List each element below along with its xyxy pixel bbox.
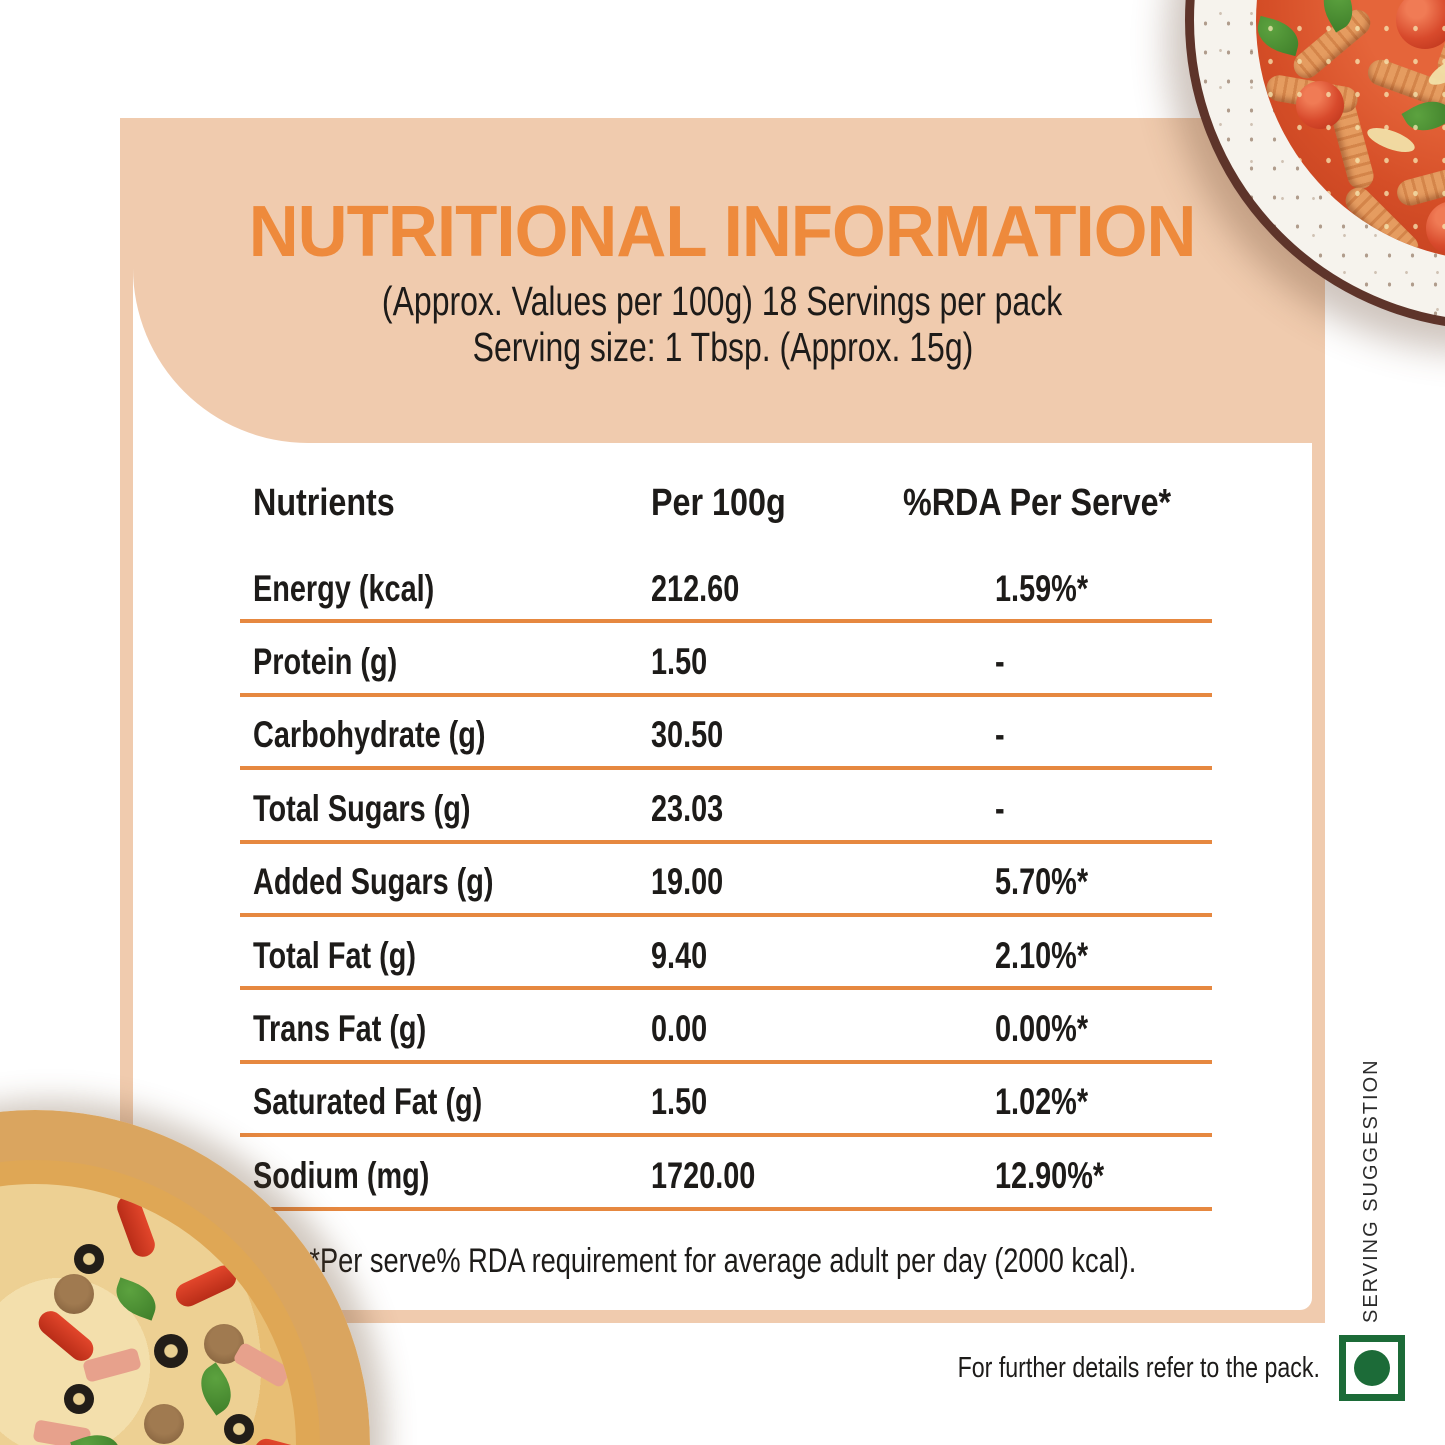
- page-title: NUTRITIONAL INFORMATION: [249, 192, 1197, 272]
- table-row: Energy (kcal) 212.60 1.59%*: [240, 550, 1212, 624]
- vegetarian-mark-dot: [1354, 1350, 1390, 1386]
- table-row: Saturated Fat (g) 1.50 1.02%*: [240, 1064, 1212, 1138]
- olive-topping: [64, 1384, 94, 1414]
- table-header-row: Nutrients Per 100g %RDA Per Serve*: [240, 474, 1212, 532]
- olive-topping: [224, 1414, 254, 1444]
- per-100g-value-cell: 30.50: [651, 714, 724, 756]
- penne-pasta-piece: [1288, 4, 1376, 84]
- table-row: Trans Fat (g) 0.00 0.00%*: [240, 990, 1212, 1064]
- red-pepper-topping: [33, 1306, 99, 1366]
- per-100g-value-cell: 1.50: [651, 641, 708, 683]
- basil-leaf: [307, 1380, 320, 1417]
- penne-pasta-piece: [1327, 96, 1377, 192]
- column-header-rda-per-serve: %RDA Per Serve*: [903, 481, 1172, 524]
- column-header-per-100g: Per 100g: [651, 481, 786, 524]
- nutrient-name-cell: Total Fat (g): [253, 934, 416, 976]
- nutrient-name-cell: Energy (kcal): [253, 567, 435, 609]
- basil-leaf: [1256, 15, 1304, 57]
- nutrition-table: Nutrients Per 100g %RDA Per Serve* Energ…: [240, 474, 1212, 1211]
- nutrient-name-cell: Trans Fat (g): [253, 1008, 427, 1050]
- olive-topping: [154, 1334, 188, 1368]
- cherry-tomato: [1296, 81, 1344, 129]
- rda-per-serve-value-cell: -: [995, 787, 1005, 829]
- rda-per-serve-value-cell: 2.10%*: [995, 934, 1089, 976]
- serving-info-line-1: (Approx. Values per 100g) 18 Servings pe…: [382, 278, 1063, 324]
- pack-details-note: For further details refer to the pack.: [957, 1352, 1320, 1384]
- table-row: Protein (g) 1.50 -: [240, 623, 1212, 697]
- cheese-shaving: [1424, 49, 1445, 91]
- red-pepper-topping: [251, 1436, 296, 1445]
- table-row: Total Sugars (g) 23.03 -: [240, 770, 1212, 844]
- rda-per-serve-value-cell: 5.70%*: [995, 861, 1089, 903]
- nutrient-name-cell: Total Sugars (g): [253, 787, 471, 829]
- nutrient-name-cell: Saturated Fat (g): [253, 1081, 483, 1123]
- penne-pasta-piece: [1264, 73, 1360, 115]
- nutrient-name-cell: Sodium (mg): [253, 1154, 430, 1196]
- vegetarian-mark-icon: [1339, 1335, 1405, 1401]
- per-100g-value-cell: 1.50: [651, 1081, 708, 1123]
- nutrient-name-cell: Added Sugars (g): [253, 861, 494, 903]
- nutrient-name-cell: Protein (g): [253, 641, 398, 683]
- rda-per-serve-value-cell: -: [995, 714, 1005, 756]
- rda-per-serve-value-cell: 0.00%*: [995, 1008, 1089, 1050]
- per-100g-value-cell: 23.03: [651, 787, 724, 829]
- basil-leaf: [1314, 0, 1362, 33]
- rda-per-serve-value-cell: 1.02%*: [995, 1081, 1089, 1123]
- table-body: Energy (kcal) 212.60 1.59%* Protein (g) …: [240, 550, 1212, 1211]
- basil-leaf: [110, 1277, 162, 1321]
- basil-leaf: [1343, 237, 1393, 261]
- serving-suggestion-label: SERVING SUGGESTION: [1360, 1058, 1382, 1323]
- per-100g-value-cell: 212.60: [651, 567, 740, 609]
- red-pepper-topping: [113, 1191, 159, 1261]
- serving-info-line-2: Serving size: 1 Tbsp. (Approx. 15g): [472, 324, 973, 370]
- mushroom-topping: [144, 1404, 184, 1444]
- rda-footnote: *Per serve% RDA requirement for average …: [308, 1242, 1136, 1280]
- rda-per-serve-value-cell: -: [995, 641, 1005, 683]
- red-pepper-topping: [171, 1261, 241, 1311]
- penne-pasta-piece: [1364, 56, 1445, 112]
- per-100g-value-cell: 1720.00: [651, 1154, 756, 1196]
- column-header-nutrients: Nutrients: [253, 481, 395, 524]
- mushroom-topping: [54, 1274, 94, 1314]
- cherry-tomato: [1396, 0, 1445, 49]
- nutrient-name-cell: Carbohydrate (g): [253, 714, 486, 756]
- rda-per-serve-value-cell: 1.59%*: [995, 567, 1089, 609]
- cheese-shaving: [1364, 122, 1418, 158]
- penne-pasta-piece: [1434, 0, 1445, 82]
- table-row: Carbohydrate (g) 30.50 -: [240, 697, 1212, 771]
- table-row: Sodium (mg) 1720.00 12.90%*: [240, 1137, 1212, 1211]
- olive-topping: [284, 1304, 296, 1332]
- per-100g-value-cell: 9.40: [651, 934, 708, 976]
- pasta-food: [1256, 0, 1445, 261]
- per-100g-value-cell: 19.00: [651, 861, 724, 903]
- ham-topping: [232, 1341, 292, 1389]
- basil-leaf: [1401, 92, 1445, 140]
- penne-pasta-piece: [1394, 159, 1445, 209]
- basil-leaf: [239, 1233, 293, 1285]
- penne-pasta-piece: [1340, 182, 1424, 261]
- olive-topping: [74, 1244, 104, 1274]
- table-row: Added Sugars (g) 19.00 5.70%*: [240, 844, 1212, 917]
- per-100g-value-cell: 0.00: [651, 1008, 708, 1050]
- cherry-tomato: [1426, 201, 1445, 255]
- rda-per-serve-value-cell: 12.90%*: [995, 1154, 1105, 1196]
- table-row: Total Fat (g) 9.40 2.10%*: [240, 917, 1212, 991]
- header-panel: NUTRITIONAL INFORMATION (Approx. Values …: [133, 131, 1312, 443]
- basil-leaf: [191, 1362, 241, 1416]
